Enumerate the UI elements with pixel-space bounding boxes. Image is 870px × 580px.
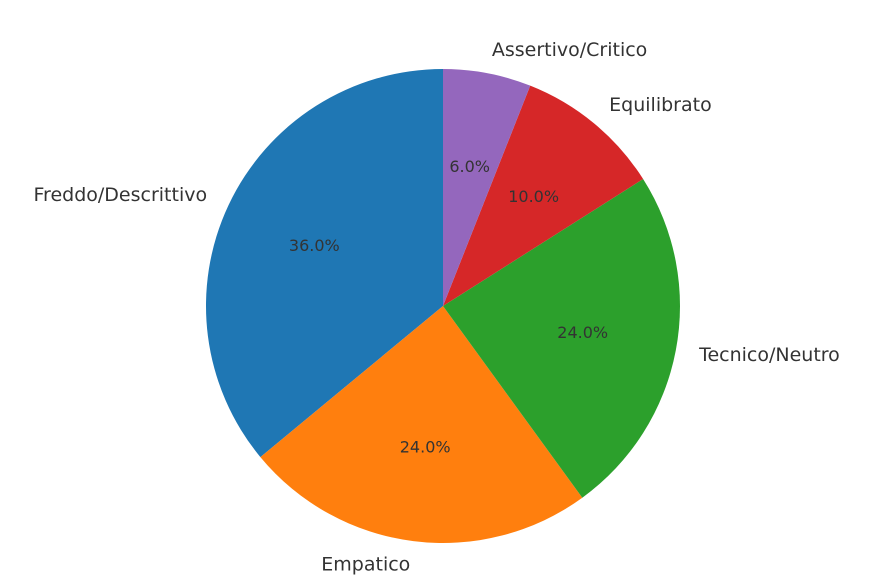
slice-label: Empatico [321,554,410,576]
slice-label: Freddo/Descrittivo [34,184,208,206]
slice-percent-label: 36.0% [289,236,340,255]
slice-percent-label: 10.0% [508,187,559,206]
slice-percent-label: 24.0% [557,323,608,342]
slice-label: Tecnico/Neutro [698,344,840,366]
slice-label: Equilibrato [609,94,712,116]
pie-slice [206,69,443,458]
slice-percent-label: 24.0% [400,438,451,457]
pie-slice [260,306,583,543]
pie-slice [443,69,531,306]
pie-slice [443,85,644,306]
slice-label: Assertivo/Critico [492,39,647,61]
slice-percent-label: 6.0% [449,157,490,176]
pie-slice [443,179,680,498]
